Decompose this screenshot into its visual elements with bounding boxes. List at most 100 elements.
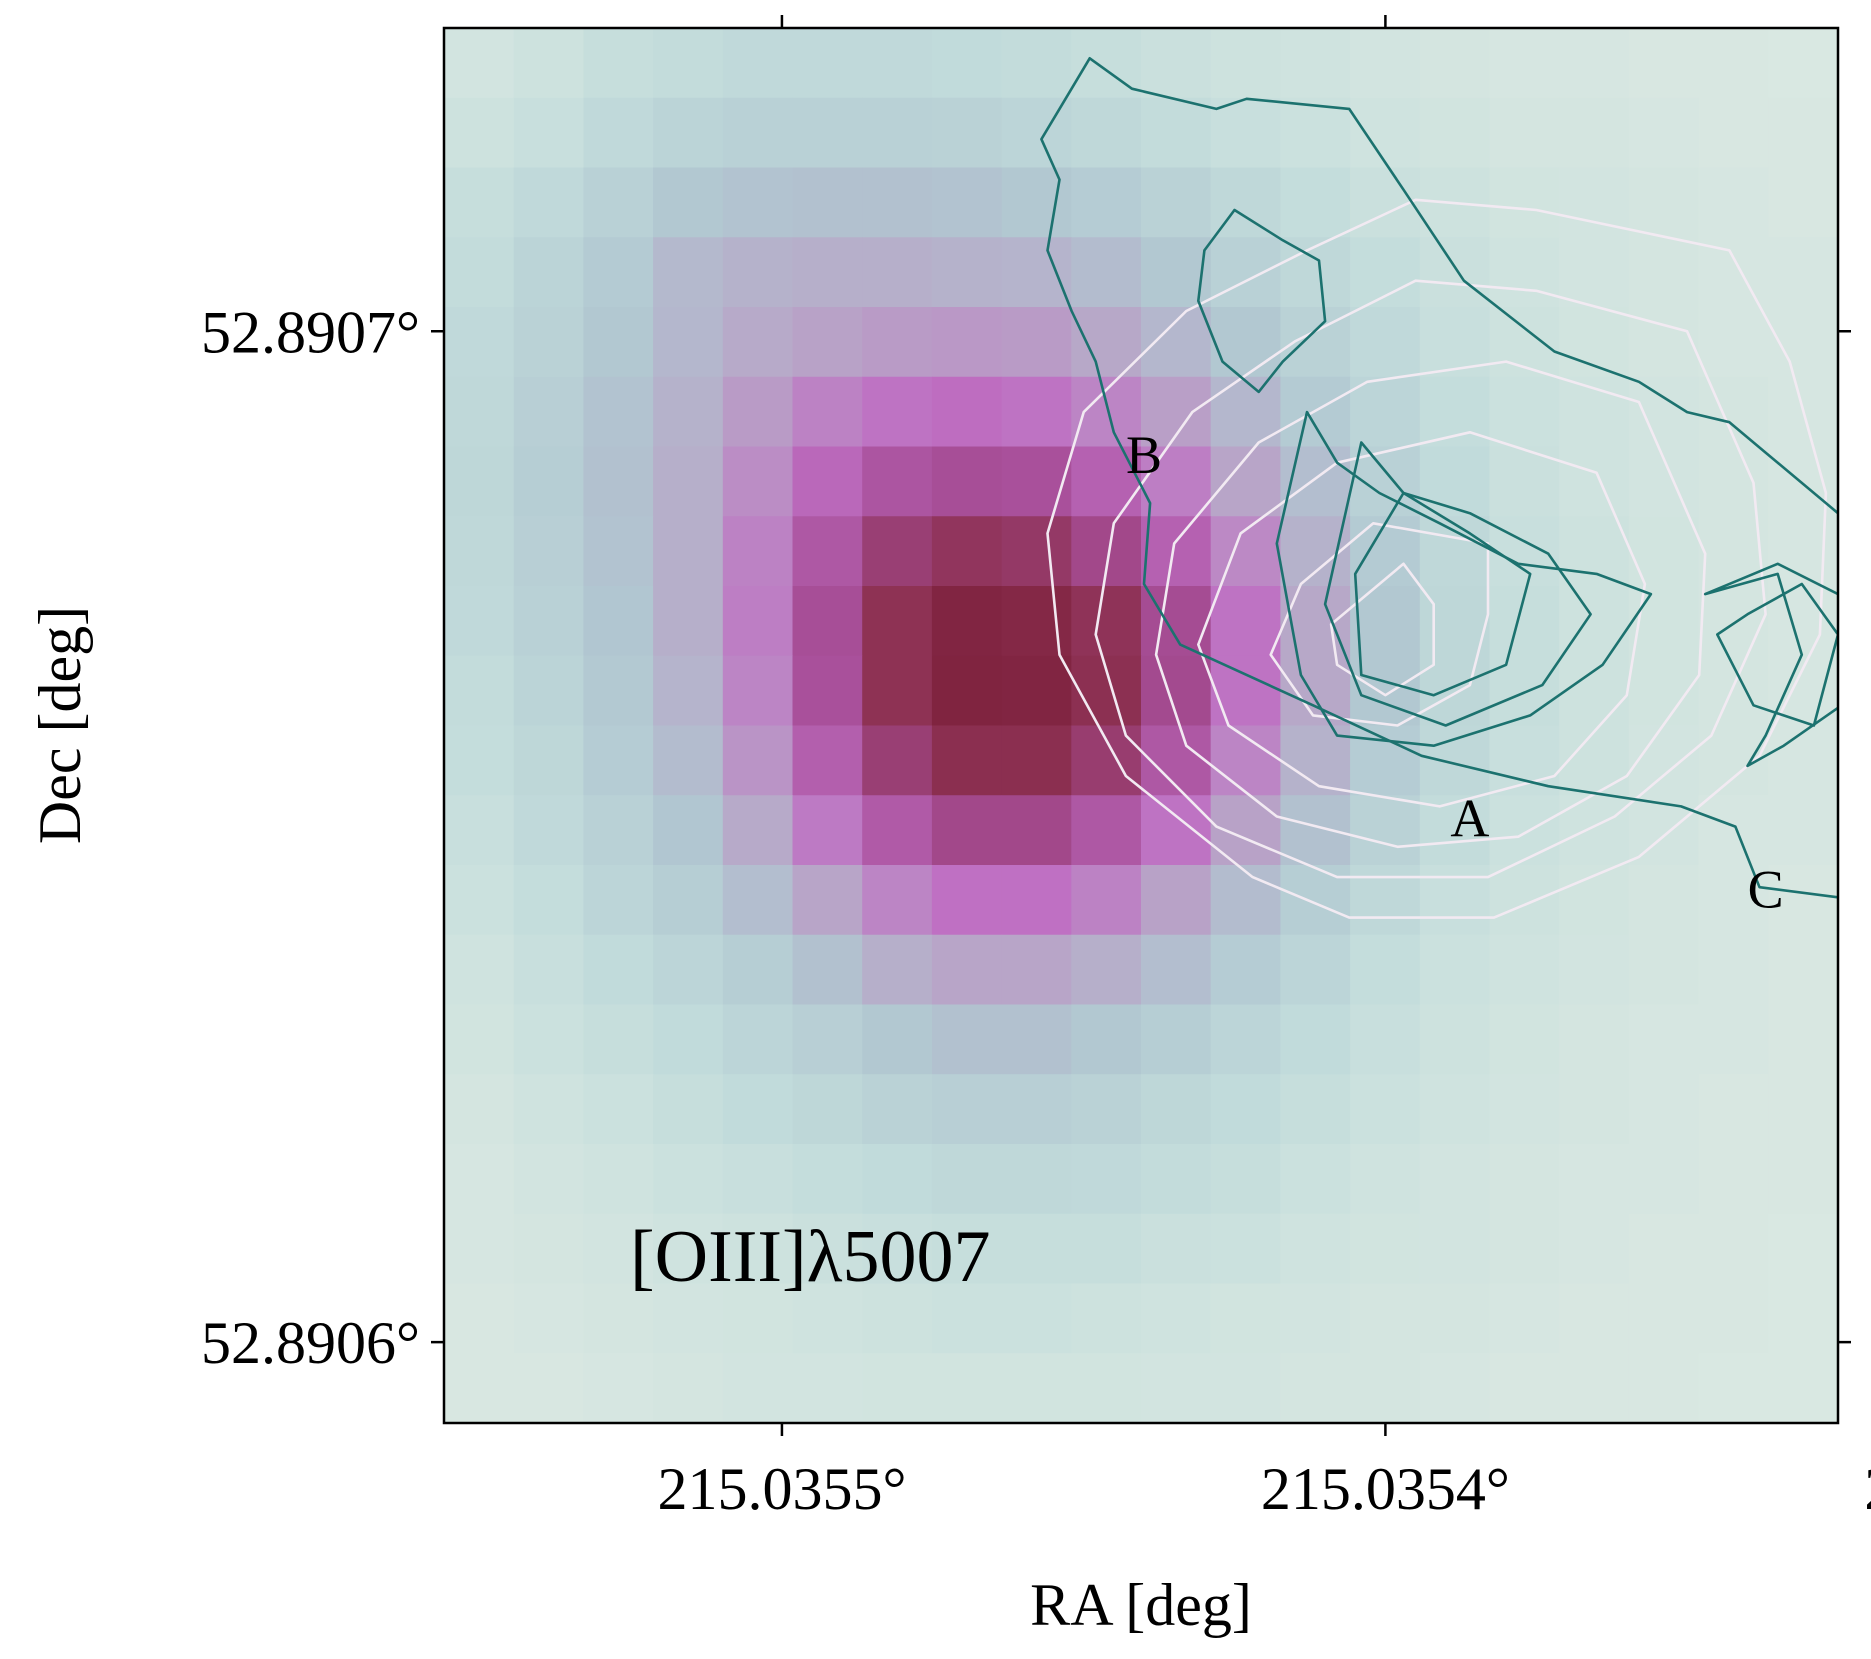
intensity-cell bbox=[722, 1213, 794, 1285]
intensity-cell bbox=[1768, 934, 1838, 1006]
intensity-cell bbox=[931, 237, 1003, 308]
continuum-contour bbox=[1716, 582, 1838, 727]
intensity-cell bbox=[792, 1283, 863, 1354]
intensity-cell bbox=[1768, 1353, 1838, 1423]
intensity-cell bbox=[653, 1283, 724, 1354]
intensity-cell bbox=[583, 1004, 654, 1075]
intensity-cell bbox=[1489, 307, 1560, 378]
intensity-cell bbox=[722, 307, 794, 378]
intensity-cell bbox=[1071, 1144, 1142, 1215]
intensity-cell bbox=[653, 446, 724, 517]
intensity-cell bbox=[931, 516, 1003, 587]
intensity-cell bbox=[862, 516, 933, 587]
intensity-cell bbox=[931, 725, 1003, 796]
intensity-cell bbox=[792, 1353, 863, 1423]
intensity-cell bbox=[1141, 1144, 1212, 1215]
intensity-cell bbox=[1350, 1213, 1421, 1285]
intensity-cell bbox=[931, 865, 1003, 936]
intensity-cell bbox=[1698, 237, 1769, 308]
intensity-cell bbox=[1628, 934, 1700, 1006]
intensity-cell bbox=[1628, 586, 1700, 657]
intensity-cell bbox=[1001, 865, 1072, 936]
intensity-cell bbox=[1628, 1144, 1700, 1215]
intensity-cell bbox=[1001, 28, 1072, 99]
intensity-cell bbox=[1419, 307, 1491, 378]
intensity-cell bbox=[1559, 1353, 1630, 1423]
intensity-cell bbox=[1141, 1353, 1212, 1423]
intensity-cell bbox=[1419, 516, 1491, 587]
intensity-cell bbox=[1559, 446, 1630, 517]
intensity-cell bbox=[444, 167, 515, 238]
intensity-cell bbox=[1628, 237, 1700, 308]
intensity-cell bbox=[513, 1144, 584, 1215]
intensity-cell bbox=[1628, 1283, 1700, 1354]
intensity-cell bbox=[1419, 795, 1491, 866]
intensity-cell bbox=[583, 1074, 654, 1145]
intensity-cell bbox=[722, 1074, 794, 1145]
intensity-cell bbox=[444, 865, 515, 936]
intensity-cell bbox=[722, 795, 794, 866]
intensity-cell bbox=[1628, 97, 1700, 169]
intensity-cell bbox=[862, 28, 933, 99]
intensity-cell bbox=[1280, 1213, 1351, 1285]
intensity-cell bbox=[1210, 1213, 1281, 1285]
intensity-cell bbox=[1559, 795, 1630, 866]
intensity-cell bbox=[862, 237, 933, 308]
intensity-cell bbox=[1141, 28, 1212, 99]
intensity-cell bbox=[862, 376, 933, 448]
intensity-cell bbox=[444, 376, 515, 448]
intensity-cell bbox=[1001, 237, 1072, 308]
intensity-cell bbox=[931, 1213, 1003, 1285]
intensity-cell bbox=[583, 725, 654, 796]
intensity-cell bbox=[862, 865, 933, 936]
intensity-cell bbox=[444, 28, 515, 99]
intensity-cell bbox=[1768, 1074, 1838, 1145]
intensity-cell bbox=[722, 237, 794, 308]
intensity-cell bbox=[792, 725, 863, 796]
intensity-cell bbox=[1280, 1353, 1351, 1423]
intensity-cell bbox=[1768, 795, 1838, 866]
intensity-cell bbox=[1350, 725, 1421, 796]
intensity-cell bbox=[444, 586, 515, 657]
intensity-cell bbox=[1350, 865, 1421, 936]
intensity-cell bbox=[1419, 934, 1491, 1006]
intensity-cell bbox=[1698, 934, 1769, 1006]
intensity-cell bbox=[1559, 1213, 1630, 1285]
x-tick-label: 215.0354° bbox=[1261, 1456, 1510, 1522]
intensity-cell bbox=[653, 237, 724, 308]
intensity-cell bbox=[1768, 865, 1838, 936]
intensity-cell bbox=[513, 1213, 584, 1285]
intensity-cell bbox=[1419, 865, 1491, 936]
intensity-cell bbox=[1001, 376, 1072, 448]
intensity-cell bbox=[792, 934, 863, 1006]
intensity-cell bbox=[1210, 1004, 1281, 1075]
intensity-cell bbox=[1210, 1353, 1281, 1423]
intensity-cell bbox=[1350, 1283, 1421, 1354]
intensity-cell bbox=[1768, 1004, 1838, 1075]
intensity-cell bbox=[653, 307, 724, 378]
y-tick-label: 52.8906° bbox=[201, 1310, 420, 1376]
intensity-cell bbox=[1210, 307, 1281, 378]
intensity-cell bbox=[1698, 1144, 1769, 1215]
intensity-cell bbox=[653, 725, 724, 796]
intensity-cell bbox=[1210, 1283, 1281, 1354]
intensity-cell bbox=[1698, 1004, 1769, 1075]
intensity-cell bbox=[1001, 1353, 1072, 1423]
intensity-cell bbox=[1350, 28, 1421, 99]
intensity-cell bbox=[1280, 1074, 1351, 1145]
intensity-cell bbox=[1628, 167, 1700, 238]
intensity-cell bbox=[1419, 1144, 1491, 1215]
intensity-map bbox=[444, 28, 1838, 1423]
intensity-cell bbox=[1489, 237, 1560, 308]
intensity-cell bbox=[722, 865, 794, 936]
intensity-cell bbox=[862, 1144, 933, 1215]
intensity-cell bbox=[792, 1213, 863, 1285]
intensity-cell bbox=[1210, 586, 1281, 657]
intensity-cell bbox=[722, 167, 794, 238]
annotation-label: B bbox=[1126, 425, 1162, 485]
intensity-cell bbox=[653, 934, 724, 1006]
intensity-cell bbox=[722, 655, 794, 727]
intensity-cell bbox=[444, 1353, 515, 1423]
intensity-cell bbox=[513, 1283, 584, 1354]
